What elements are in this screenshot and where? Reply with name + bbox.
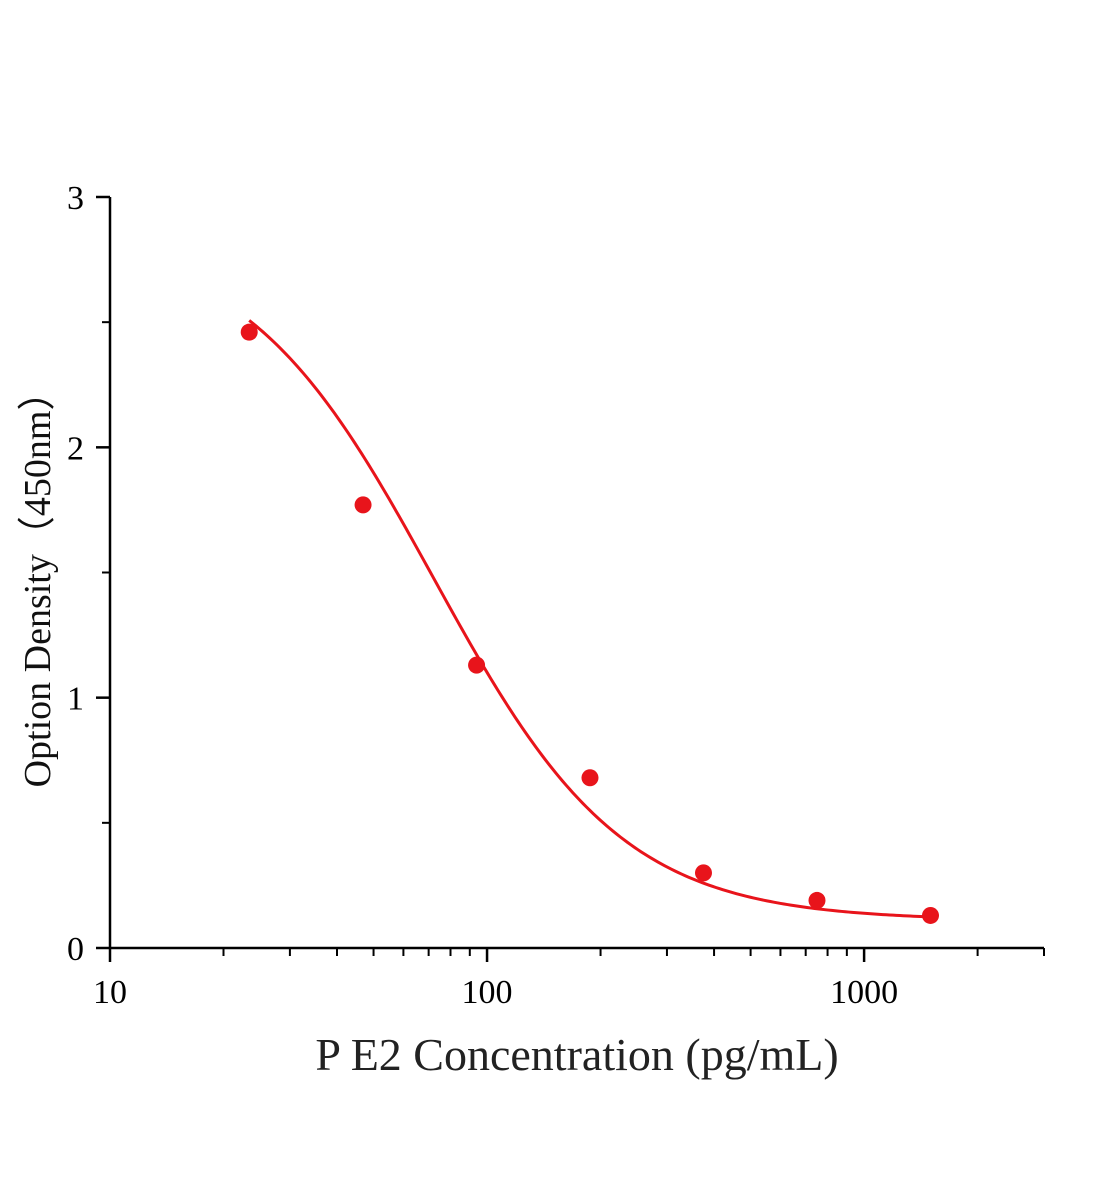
data-point bbox=[694, 864, 712, 882]
x-tick-label: 10 bbox=[93, 974, 127, 1011]
data-point bbox=[808, 891, 826, 909]
x-axis-ticks: 10 100 1000 bbox=[93, 948, 1045, 1011]
data-points bbox=[240, 323, 939, 924]
data-point bbox=[354, 496, 372, 514]
y-tick-label: 2 bbox=[67, 430, 84, 467]
y-tick-label: 1 bbox=[67, 681, 84, 718]
x-tick-label: 1000 bbox=[830, 974, 898, 1011]
y-axis-title: Option Density（450nm） bbox=[17, 373, 59, 788]
x-tick-label: 100 bbox=[462, 974, 513, 1011]
data-point bbox=[468, 656, 486, 674]
fit-curve bbox=[248, 319, 931, 919]
data-point bbox=[240, 323, 258, 341]
y-axis-ticks: 0 1 2 3 bbox=[67, 180, 110, 968]
y-tick-label: 3 bbox=[67, 180, 84, 217]
y-tick-label: 0 bbox=[67, 931, 84, 968]
x-axis-title: P E2 Concentration (pg/mL) bbox=[315, 1029, 838, 1080]
data-point bbox=[921, 906, 939, 924]
data-point bbox=[581, 769, 599, 787]
